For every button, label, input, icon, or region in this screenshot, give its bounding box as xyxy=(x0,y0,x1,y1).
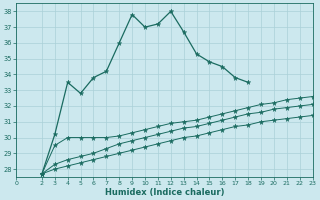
X-axis label: Humidex (Indice chaleur): Humidex (Indice chaleur) xyxy=(105,188,224,197)
